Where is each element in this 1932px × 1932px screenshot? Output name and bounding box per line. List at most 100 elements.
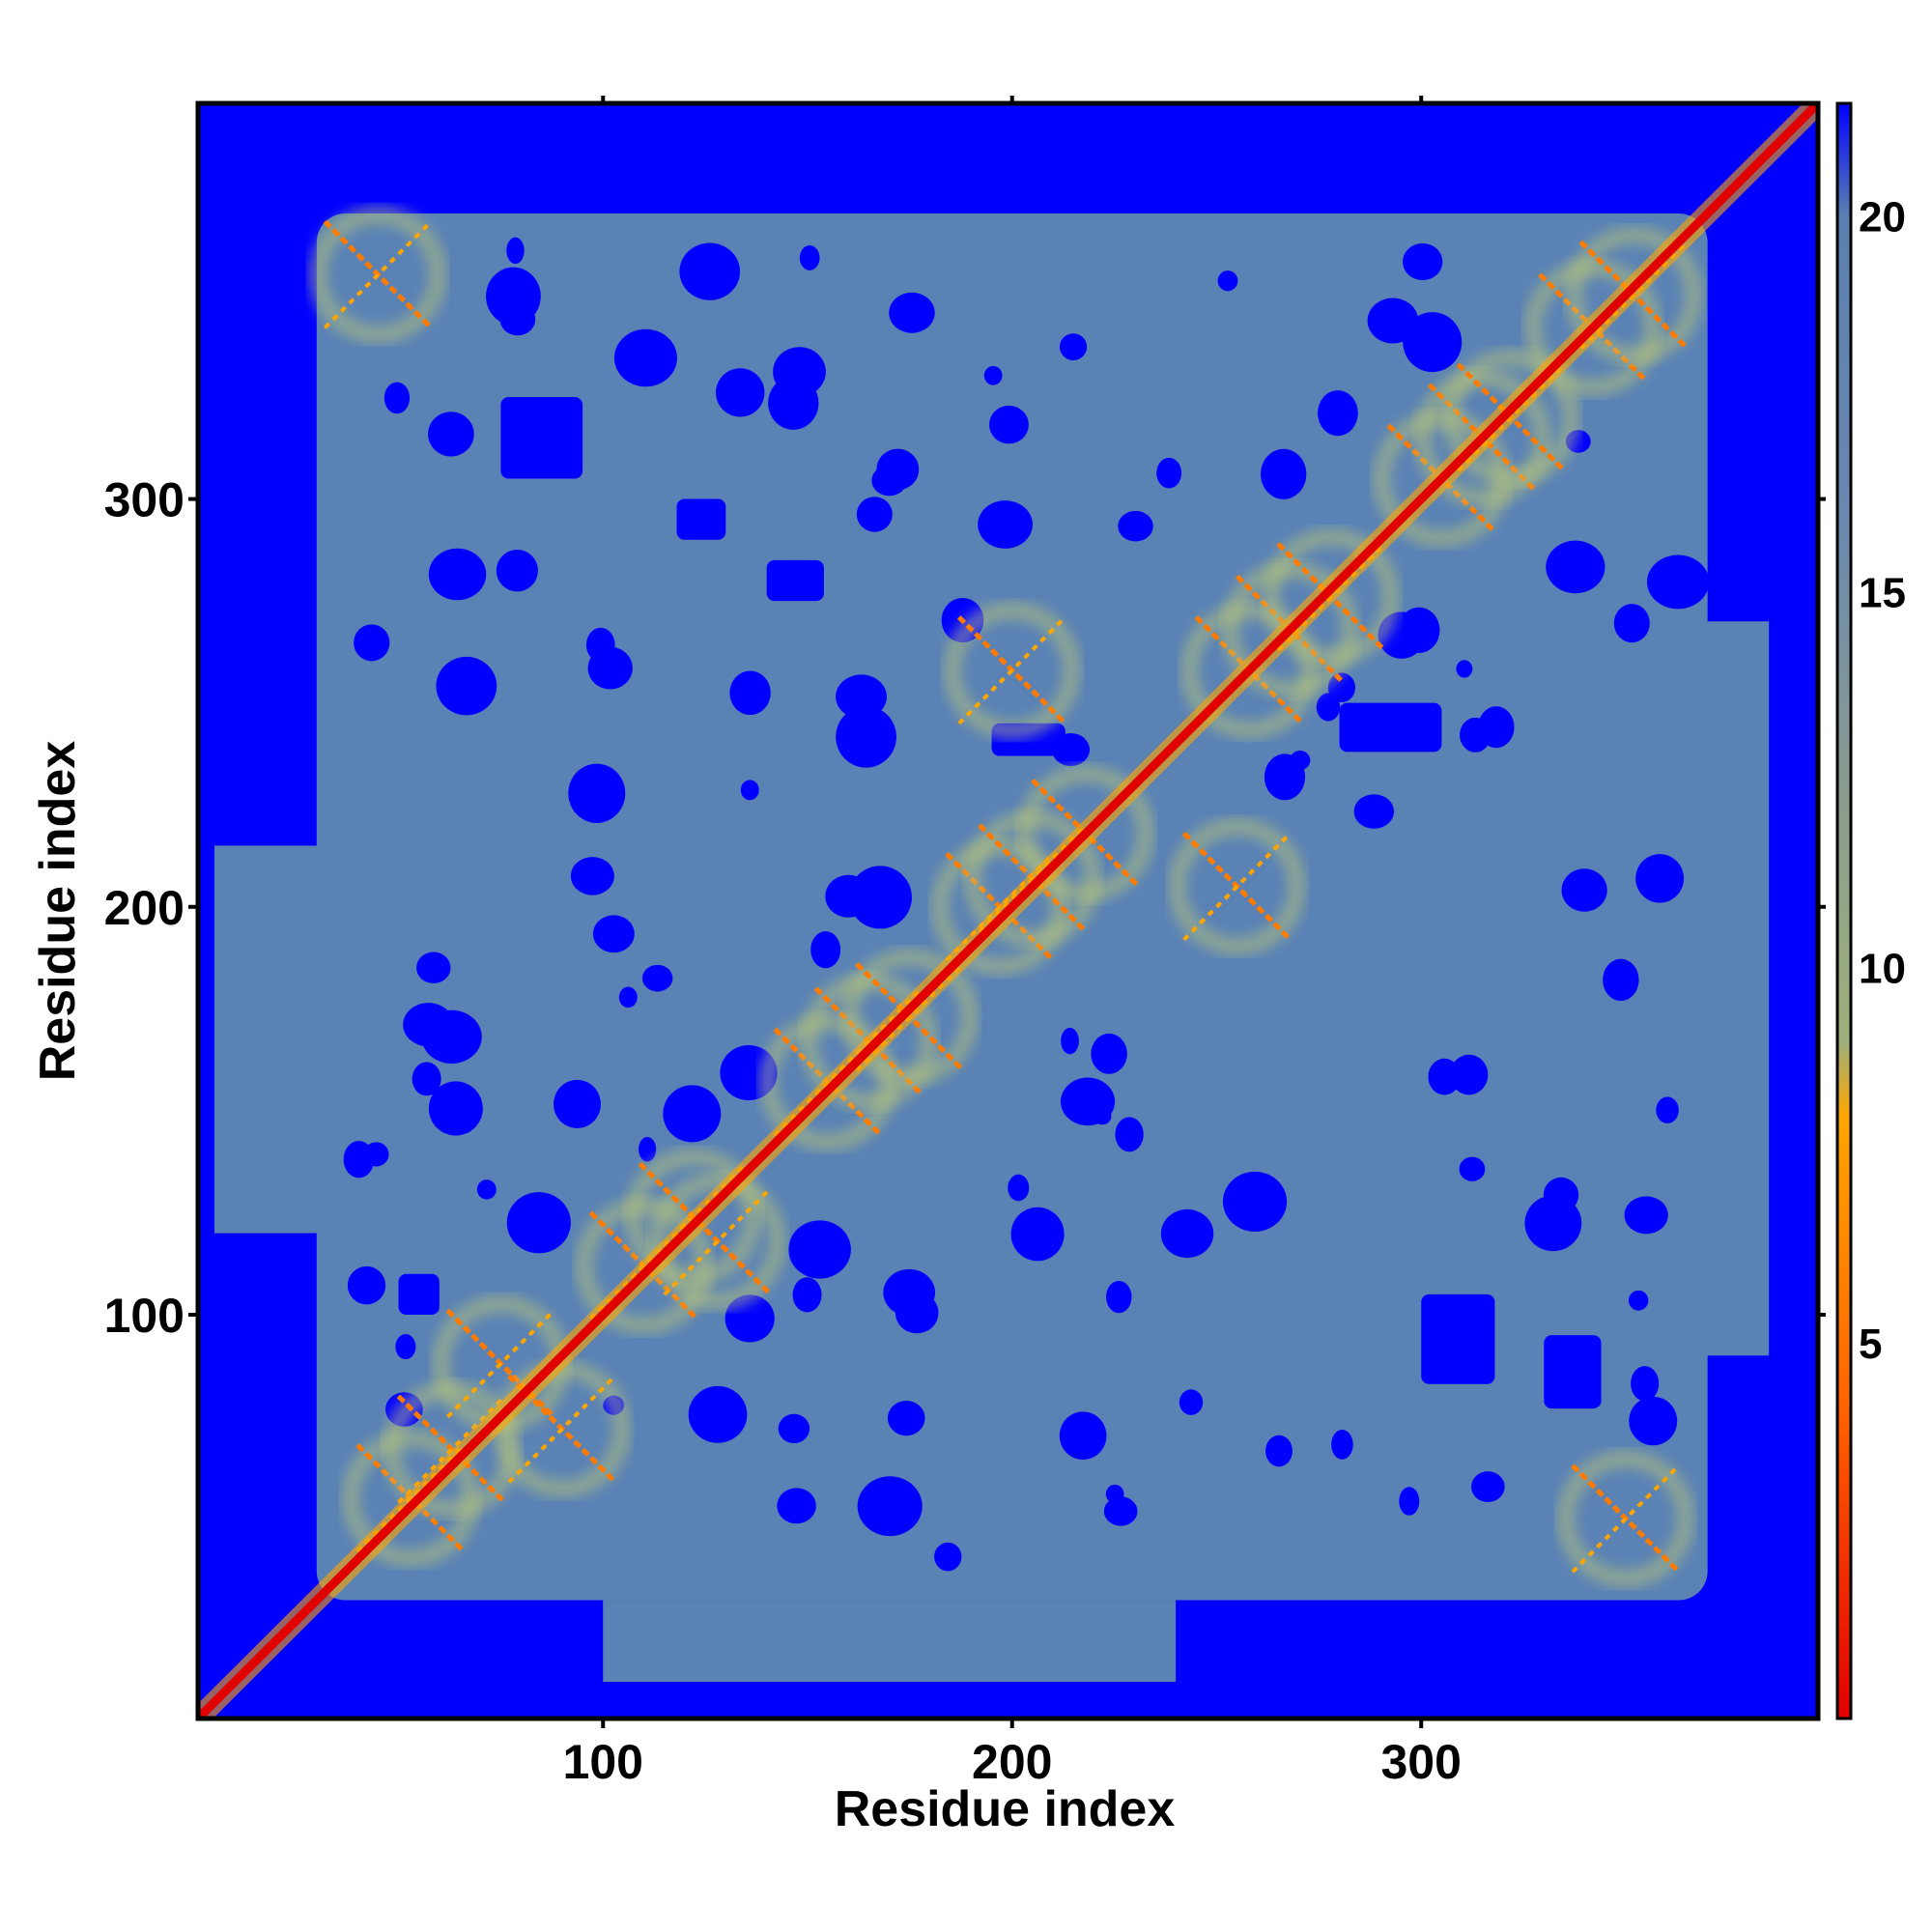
no-contact-patch: [848, 866, 912, 929]
diagonal-band: [198, 103, 1818, 1719]
no-contact-patch: [570, 857, 614, 895]
no-contact-patch: [1624, 1196, 1668, 1235]
no-contact-patch: [1629, 1396, 1678, 1446]
no-contact-block: [676, 498, 726, 540]
no-contact-patch: [1635, 854, 1685, 903]
no-contact-patch: [354, 624, 390, 662]
contact-motif: [648, 1173, 786, 1310]
no-contact-patch: [587, 646, 633, 690]
motif-halo: [624, 1148, 762, 1286]
no-contact-patch: [1008, 1174, 1030, 1202]
no-contact-patch: [1367, 298, 1419, 344]
no-contact-patch: [613, 328, 677, 387]
no-contact-patch: [679, 242, 741, 300]
no-contact-patch: [688, 1385, 748, 1443]
no-contact-block: [1421, 1293, 1495, 1384]
no-contact-patch: [395, 1334, 416, 1360]
motif-halo: [943, 601, 1081, 739]
no-contact-patch: [1399, 1487, 1420, 1516]
no-contact-patch: [778, 1413, 810, 1443]
plot-area: [195, 100, 1821, 1721]
no-contact-patch: [1331, 1430, 1353, 1460]
heatmap-cells: [198, 103, 1818, 1719]
no-contact-patch: [768, 376, 819, 430]
x-tick-label: 100: [563, 1735, 643, 1789]
no-contact-patch: [1646, 554, 1710, 610]
no-contact-patch: [1059, 1411, 1107, 1460]
no-contact-patch: [1061, 1027, 1079, 1055]
motif-halo: [309, 206, 447, 344]
no-contact-patch: [1105, 1484, 1124, 1504]
no-contact-patch: [618, 986, 638, 1009]
no-contact-patch: [792, 1277, 822, 1313]
no-contact-patch: [428, 1081, 483, 1136]
no-contact-patch: [1603, 958, 1639, 1002]
no-contact-patch: [1524, 1195, 1582, 1252]
no-contact-patch: [887, 1400, 925, 1436]
y-tick-label: 100: [104, 1289, 185, 1343]
no-contact-patch: [1631, 1366, 1660, 1402]
no-contact-patch: [1656, 1096, 1679, 1123]
no-contact-patch: [1628, 1290, 1649, 1311]
no-contact-patch: [1010, 1207, 1065, 1262]
x-axis-title: Residue index: [835, 1781, 1176, 1837]
x-tick-label: 200: [972, 1735, 1052, 1789]
motif-arm: [957, 615, 1067, 725]
colorbar-tick-label: 15: [1859, 569, 1906, 616]
no-contact-patch: [1613, 604, 1650, 643]
no-contact-patch: [1316, 693, 1341, 722]
motif-halo: [1263, 527, 1401, 666]
no-contact-patch: [1460, 717, 1492, 753]
no-contact-patches: [343, 237, 1710, 1572]
no-contact-patch: [1261, 448, 1307, 499]
no-contact-patch: [1222, 1171, 1288, 1232]
contact-region-left: [213, 845, 562, 1234]
no-contact-patch: [883, 1268, 936, 1317]
no-contact-patch: [1059, 333, 1088, 361]
motif-halo: [1168, 817, 1306, 955]
no-contact-block: [766, 559, 824, 602]
no-contact-patch: [506, 237, 525, 265]
no-contact-patch: [1318, 390, 1358, 437]
no-contact-patch: [416, 952, 451, 983]
no-contact-patch: [1156, 457, 1182, 489]
no-contact-patch: [1470, 1471, 1505, 1502]
no-contact-patch: [428, 548, 487, 601]
no-contact-patch: [799, 244, 820, 270]
no-contact-patch: [403, 1003, 454, 1047]
no-contact-patch: [554, 1079, 601, 1128]
motif-arm: [323, 219, 433, 329]
motif-halo: [759, 1013, 897, 1151]
no-contact-block: [398, 1273, 440, 1315]
motif-arm: [507, 1374, 617, 1484]
contact-motif: [1168, 817, 1306, 955]
motif-halo: [1413, 369, 1551, 507]
no-contact-patch: [1561, 868, 1607, 912]
x-tick-label: 300: [1381, 1735, 1462, 1789]
no-contact-patch: [716, 368, 765, 417]
no-contact-patch: [1115, 1117, 1144, 1152]
no-contact-patch: [476, 1179, 497, 1200]
y-axis-title: Residue index: [30, 741, 86, 1082]
no-contact-patch: [857, 1476, 923, 1537]
no-contact-patch: [592, 915, 635, 953]
contact-motif: [1556, 1450, 1694, 1588]
colorbar-gradient: [1835, 101, 1853, 1720]
motif-arm: [1571, 1463, 1681, 1574]
colorbar-ticks: 5 10 15 20: [1859, 194, 1906, 1369]
y-tick-label: 300: [104, 473, 185, 527]
contact-region-bottom: [603, 1600, 1177, 1682]
no-contact-patch: [1093, 1108, 1112, 1125]
no-contact-patch: [641, 964, 673, 992]
no-contact-patch: [1353, 794, 1395, 829]
no-contact-patch: [978, 500, 1033, 549]
no-contact-patch: [1428, 1058, 1462, 1095]
no-contact-patch: [1160, 1208, 1214, 1259]
no-contact-block: [500, 397, 583, 479]
plot-frame: [195, 100, 1821, 1721]
no-contact-patch: [889, 292, 935, 333]
no-contact-patch: [810, 931, 841, 969]
motif-arm: [445, 1309, 555, 1419]
no-contact-patch: [639, 1136, 657, 1162]
